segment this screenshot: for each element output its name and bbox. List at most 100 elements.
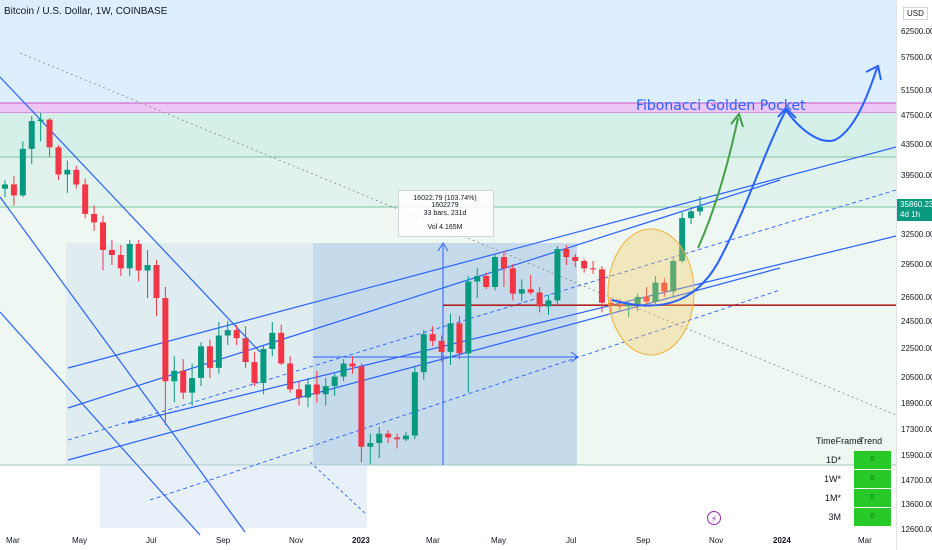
trend-cell: 0 — [854, 470, 891, 488]
candle-body — [117, 255, 124, 269]
candle-body — [679, 218, 686, 261]
bar-countdown: 4d 1h — [900, 210, 921, 219]
accumulation-ellipse — [607, 228, 695, 356]
price-tick: 26500.00 — [901, 293, 932, 302]
fibonacci-label[interactable]: Fibonacci Golden Pocket — [636, 98, 806, 114]
golden-pocket-zone — [0, 103, 896, 113]
candle-body — [518, 289, 525, 294]
timeframe-cell: 1M* — [824, 493, 841, 503]
candle-body — [287, 363, 294, 390]
trend-cell: 0 — [854, 489, 891, 507]
candle-body — [126, 244, 133, 269]
candle-body — [590, 268, 597, 270]
time-tick: Mar — [426, 536, 440, 545]
fib-zone-upper — [0, 113, 896, 157]
projection-green-head — [730, 111, 744, 128]
candle-body — [536, 292, 543, 307]
candle-body — [696, 206, 703, 212]
time-tick: Mar — [6, 536, 20, 545]
candle-body — [598, 269, 605, 303]
price-tick: 14700.00 — [901, 476, 932, 485]
candle-body — [402, 435, 409, 440]
price-tick: 43500.00 — [901, 140, 932, 149]
candle-body — [304, 384, 311, 398]
candle-body — [206, 346, 213, 368]
projection-green — [697, 117, 739, 249]
dash-drop — [309, 461, 368, 516]
measure-arrow-right — [570, 351, 579, 363]
candle-body — [28, 121, 35, 149]
candle-body — [429, 334, 436, 341]
candle-body — [483, 276, 490, 287]
candle-body — [349, 363, 356, 367]
range-box-left — [66, 243, 577, 465]
candle-body — [643, 296, 650, 302]
candle-body — [465, 281, 472, 354]
candle-body — [82, 184, 89, 214]
candle-body — [411, 372, 418, 436]
candle-body — [652, 282, 659, 302]
price-tick: 32500.00 — [901, 230, 932, 239]
channel-up-upper2 — [67, 179, 781, 409]
candle-body — [313, 384, 320, 395]
candle-body — [64, 169, 71, 175]
trend-header: Trend — [859, 436, 883, 446]
channel-up-top — [67, 146, 897, 369]
price-tick: 62500.00 — [901, 27, 932, 36]
measure-arrow-up — [437, 242, 449, 252]
timeframe-cell: 3M — [828, 512, 841, 522]
candle-body — [394, 437, 401, 440]
time-tick: Mar — [858, 536, 872, 545]
candle-body — [322, 386, 329, 395]
candle-body — [545, 300, 552, 307]
time-tick: Nov — [709, 536, 724, 545]
time-tick: Jul — [566, 536, 577, 545]
time-tick: Nov — [289, 536, 304, 545]
projection-box — [100, 465, 367, 528]
sky-zone — [0, 0, 896, 103]
candle-body — [509, 268, 516, 294]
projection-blue-head — [865, 64, 882, 81]
candle-body — [572, 257, 579, 261]
candle-body — [670, 261, 677, 292]
candle-body — [55, 147, 62, 175]
price-tick: 24500.00 — [901, 317, 932, 326]
price-tick: 18900.00 — [901, 399, 932, 408]
price-tick: 12600.00 — [901, 525, 932, 534]
price-axis[interactable] — [896, 0, 932, 550]
candle-body — [456, 323, 463, 354]
time-tick: May — [491, 536, 507, 545]
candle-body — [296, 389, 303, 398]
candle-body — [260, 349, 267, 383]
candle-body — [37, 119, 44, 122]
candle-body — [331, 376, 338, 387]
lightning-icon[interactable]: ⚡ — [707, 511, 721, 525]
candle-body — [340, 363, 347, 377]
time-tick: Sep — [216, 536, 231, 545]
price-tick: 20500.00 — [901, 373, 932, 382]
measure-bars: 33 bars, 231d — [423, 210, 467, 217]
candle-body — [474, 276, 481, 282]
candle-body — [376, 433, 383, 443]
candle-body — [242, 338, 249, 363]
candle-body — [46, 119, 53, 148]
candle-body — [189, 378, 196, 393]
candle-body — [688, 211, 695, 219]
candle-body — [492, 257, 499, 287]
candle-body — [278, 332, 285, 364]
currency-label[interactable]: USD — [903, 7, 928, 20]
candle-body — [10, 184, 17, 196]
time-tick: 2024 — [773, 536, 791, 545]
channel-down-mid — [0, 196, 246, 533]
candle-body — [581, 261, 588, 269]
price-tick: 13600.00 — [901, 500, 932, 509]
symbol-title[interactable]: Bitcoin / U.S. Dollar, 1W, COINBASE — [4, 6, 168, 17]
channel-dash-2 — [149, 289, 781, 501]
candle-body — [616, 305, 623, 307]
candle-body — [500, 257, 507, 269]
price-tick: 39500.00 — [901, 171, 932, 180]
current-price: 35860.23 — [900, 200, 932, 209]
time-tick: 2023 — [352, 536, 370, 545]
time-tick: May — [72, 536, 88, 545]
